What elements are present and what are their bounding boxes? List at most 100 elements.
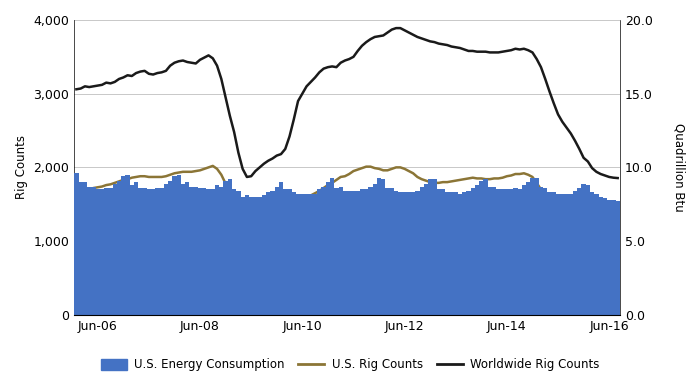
Y-axis label: Quadrillion Btu: Quadrillion Btu (672, 123, 685, 212)
Bar (300, 194, 304, 315)
Bar (100, 189, 104, 315)
Bar (134, 182, 138, 315)
Bar (74, 173, 78, 315)
Bar (433, 179, 437, 315)
Bar (411, 193, 415, 315)
Bar (335, 188, 339, 315)
Bar (253, 197, 258, 315)
Bar (172, 176, 176, 315)
Bar (377, 178, 382, 315)
Bar (445, 193, 449, 315)
Bar (437, 189, 441, 315)
Bar (330, 178, 335, 315)
Bar (424, 184, 428, 315)
Bar (372, 184, 377, 315)
Bar (470, 188, 475, 315)
Bar (78, 182, 83, 315)
Bar (535, 178, 539, 315)
Bar (415, 191, 419, 315)
Bar (266, 193, 270, 315)
Bar (488, 186, 492, 315)
Bar (113, 184, 117, 315)
Bar (292, 193, 296, 315)
Bar (382, 179, 386, 315)
Bar (190, 186, 194, 315)
Legend: U.S. Energy Consumption, U.S. Rig Counts, Worldwide Rig Counts: U.S. Energy Consumption, U.S. Rig Counts… (96, 354, 604, 376)
Bar (164, 184, 168, 315)
Bar (245, 195, 249, 315)
Bar (526, 182, 531, 315)
Bar (160, 188, 164, 315)
Bar (83, 182, 87, 315)
Bar (168, 181, 172, 315)
Bar (598, 197, 603, 315)
Bar (480, 181, 484, 315)
Bar (198, 188, 202, 315)
Bar (317, 189, 321, 315)
Bar (241, 197, 245, 315)
Bar (531, 178, 535, 315)
Bar (339, 186, 343, 315)
Bar (386, 188, 390, 315)
Bar (560, 194, 564, 315)
Bar (454, 193, 458, 315)
Bar (155, 188, 160, 315)
Bar (321, 186, 326, 315)
Bar (347, 191, 351, 315)
Bar (262, 195, 266, 315)
Bar (223, 181, 228, 315)
Bar (147, 189, 151, 315)
Bar (462, 193, 466, 315)
Bar (211, 189, 215, 315)
Bar (274, 186, 279, 315)
Bar (564, 194, 568, 315)
Bar (556, 194, 560, 315)
Bar (360, 189, 364, 315)
Y-axis label: Rig Counts: Rig Counts (15, 135, 28, 199)
Bar (547, 193, 552, 315)
Bar (484, 179, 488, 315)
Bar (603, 198, 607, 315)
Bar (539, 186, 543, 315)
Bar (313, 194, 317, 315)
Bar (138, 188, 143, 315)
Bar (270, 191, 274, 315)
Bar (590, 193, 594, 315)
Bar (568, 194, 573, 315)
Bar (390, 188, 394, 315)
Bar (505, 189, 509, 315)
Bar (496, 189, 500, 315)
Bar (194, 186, 198, 315)
Bar (304, 194, 309, 315)
Bar (309, 194, 313, 315)
Bar (228, 179, 232, 315)
Bar (117, 181, 121, 315)
Bar (326, 182, 330, 315)
Bar (578, 188, 582, 315)
Bar (219, 186, 223, 315)
Bar (582, 184, 586, 315)
Bar (586, 185, 590, 315)
Bar (279, 182, 283, 315)
Bar (108, 188, 113, 315)
Bar (151, 189, 155, 315)
Bar (87, 186, 91, 315)
Bar (364, 189, 368, 315)
Bar (517, 189, 522, 315)
Bar (398, 193, 402, 315)
Bar (232, 189, 236, 315)
Bar (356, 191, 360, 315)
Bar (236, 191, 241, 315)
Bar (509, 189, 513, 315)
Bar (615, 201, 620, 315)
Bar (176, 175, 181, 315)
Bar (202, 188, 206, 315)
Bar (466, 191, 470, 315)
Bar (492, 186, 496, 315)
Bar (419, 186, 424, 315)
Bar (594, 194, 598, 315)
Bar (428, 179, 433, 315)
Bar (402, 193, 407, 315)
Bar (343, 191, 347, 315)
Bar (407, 193, 411, 315)
